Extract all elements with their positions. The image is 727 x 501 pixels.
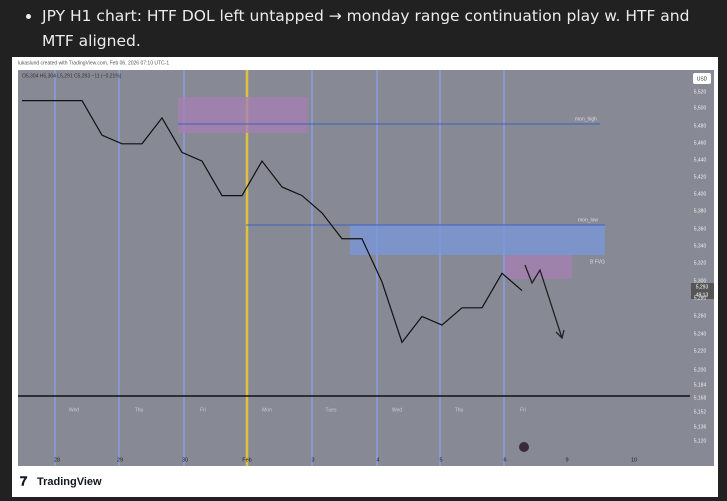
date-label: 9: [565, 457, 568, 463]
day-label: Fri: [520, 407, 526, 413]
mon-low-zone: [350, 225, 605, 255]
price-label: 5,480: [694, 123, 707, 129]
price-label: 5,240: [694, 331, 707, 337]
currency-box[interactable]: [693, 73, 711, 84]
date-label: 6: [503, 457, 506, 463]
post: JPY H1 chart: HTF DOL left untapped → mo…: [22, 4, 712, 54]
price-label: 5,220: [694, 348, 707, 354]
session-lines: [54, 70, 505, 466]
price-label: 5,168: [694, 395, 707, 401]
currency: USD: [697, 76, 708, 82]
attribution: lukaslund created with TradingView.com, …: [18, 60, 169, 66]
day-label: Thu: [455, 407, 464, 413]
price-label: 5,136: [694, 424, 707, 430]
price-label: 5,420: [694, 174, 707, 180]
projection-arrow: [524, 264, 563, 339]
date-label: Feb: [242, 457, 251, 463]
price-label: 5,280: [694, 295, 707, 301]
footer-bar: [18, 469, 714, 495]
price-label: 5,400: [694, 191, 707, 197]
fvg-zone: [505, 255, 572, 279]
price-label: 5,200: [694, 367, 707, 373]
day-label: Fri: [200, 407, 206, 413]
date-label: 29: [117, 457, 123, 463]
brand: TradingView: [37, 476, 102, 488]
date-label: 10: [631, 457, 637, 463]
day-label: Thu: [135, 407, 144, 413]
last-price-box: [691, 283, 714, 299]
price-label: 5,360: [694, 226, 707, 232]
date-label: 30: [182, 457, 188, 463]
last-price: 5,293: [696, 284, 709, 290]
countdown: 49:13: [696, 292, 709, 298]
price-label: 5,260: [694, 313, 707, 319]
price-label: 5,500: [694, 105, 707, 111]
price-axis: [690, 70, 714, 466]
date-label: 4: [376, 457, 379, 463]
htf-zone: [178, 97, 308, 133]
price-label: 5,460: [694, 140, 707, 146]
annotation: mon_high: [575, 116, 597, 122]
arrow-head: [555, 329, 565, 340]
price-path: [22, 100, 523, 344]
price-label: 5,520: [694, 89, 707, 95]
day-label: Tues: [326, 407, 337, 413]
price-label: 5,440: [694, 157, 707, 163]
date-label: 5: [439, 457, 442, 463]
day-label: Wed: [69, 407, 79, 413]
annotation: B FVG: [590, 259, 605, 265]
chart-content: 5,520 5,500 5,480 5,460 5,440 5,420 5,400 5,380…: [22, 89, 706, 463]
price-label: 5,340: [694, 243, 707, 249]
price-label: 5,320: [694, 260, 707, 266]
price-label: 5,300: [694, 278, 707, 284]
date-label: 3: [311, 457, 314, 463]
date-label: 28: [54, 457, 60, 463]
bullet-list: JPY H1 chart: HTF DOL left untapped → mo…: [22, 4, 712, 54]
brand-logo: 𝟕: [20, 473, 28, 488]
price-label: 5,120: [694, 438, 707, 444]
price-label: 5,184: [694, 382, 707, 388]
day-label: Mon: [262, 407, 272, 413]
symbol-line: O5,304 H5,304 L5,291 C5,293 −11 (−0.21%): [22, 73, 122, 79]
price-label: 5,380: [694, 208, 707, 214]
day-label: Wed: [392, 407, 402, 413]
event-icon[interactable]: [519, 442, 529, 452]
chart-area: [18, 70, 690, 466]
annotation: mon_low: [578, 217, 598, 223]
bullet-text: JPY H1 chart: HTF DOL left untapped → mo…: [42, 4, 712, 54]
price-label: 5,152: [694, 409, 707, 415]
